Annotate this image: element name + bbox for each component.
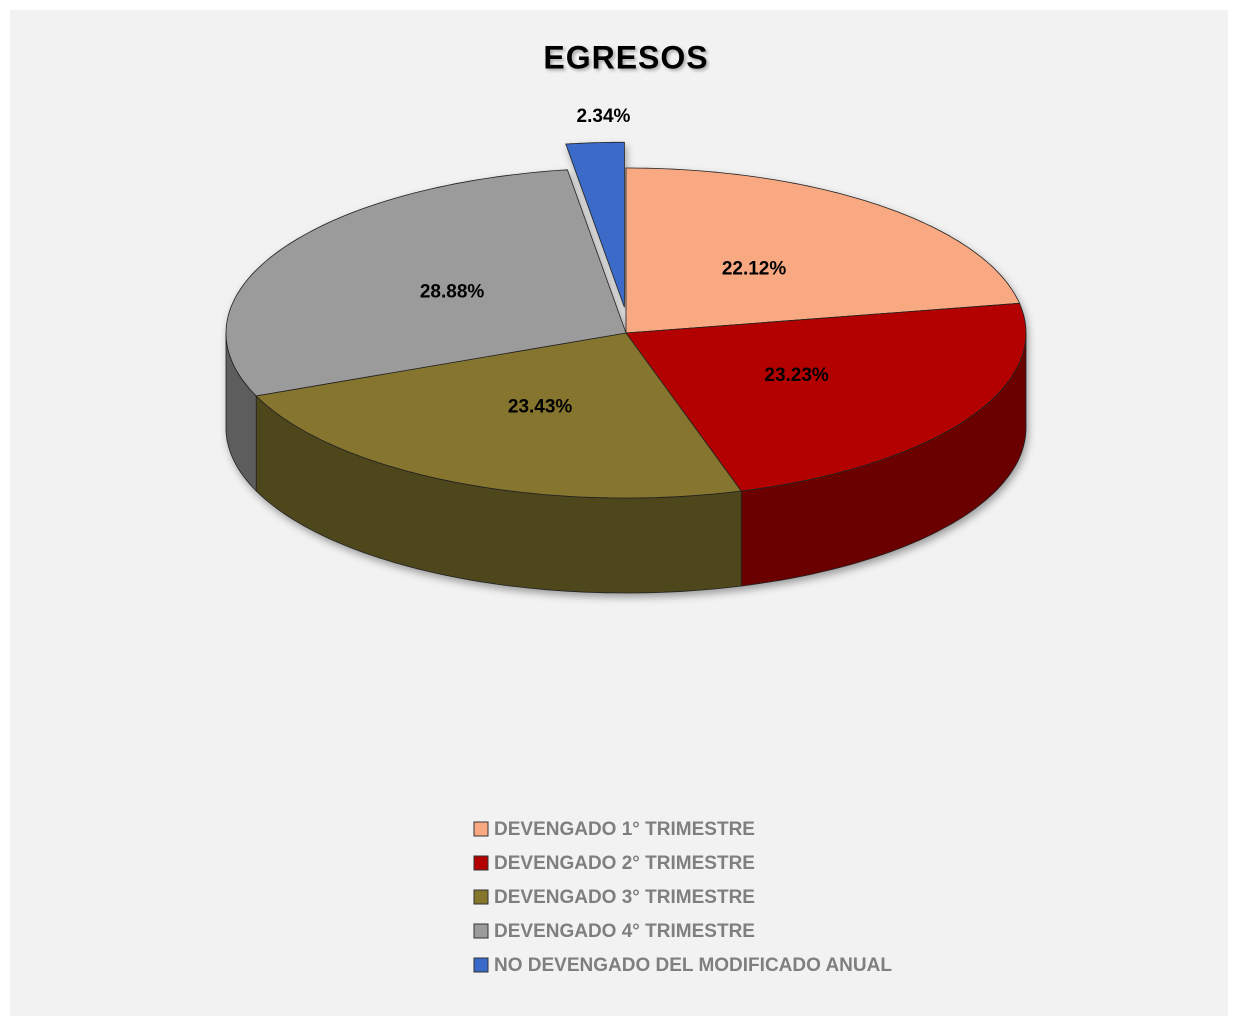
legend-swatch: [473, 957, 489, 973]
data-label: 2.34%: [577, 106, 631, 127]
legend-swatch: [473, 923, 489, 939]
data-label: 23.43%: [508, 397, 573, 418]
slice: [625, 167, 1021, 334]
chart-title: EGRESOS: [543, 39, 708, 75]
legend: DEVENGADO 1° TRIMESTRE DEVENGADO 2° TRIME…: [473, 819, 892, 976]
legend-label: NO DEVENGADO DEL MODIFICADO ANUAL: [494, 955, 892, 976]
legend-swatch: [473, 855, 489, 871]
slice: [565, 141, 625, 308]
pie: [225, 141, 1027, 594]
legend-swatch: [473, 889, 489, 905]
legend-label: DEVENGADO 1° TRIMESTRE: [494, 819, 755, 840]
data-label: 22.12%: [722, 259, 787, 280]
legend-label: DEVENGADO 3° TRIMESTRE: [494, 887, 755, 908]
data-label: 28.88%: [420, 281, 485, 302]
legend-label: DEVENGADO 2° TRIMESTRE: [494, 853, 755, 874]
legend-swatch: [473, 821, 489, 837]
slice: [625, 302, 1027, 492]
data-label: 23.23%: [764, 365, 829, 386]
legend-label: DEVENGADO 4° TRIMESTRE: [494, 921, 755, 942]
slice: [255, 332, 742, 499]
slice: [225, 169, 627, 397]
labels: 22.12% 23.23% 23.43% 28.88% 2.34%: [420, 106, 829, 418]
